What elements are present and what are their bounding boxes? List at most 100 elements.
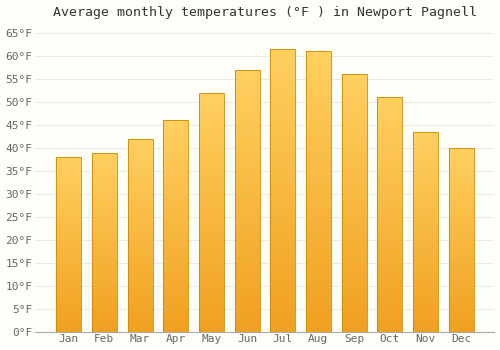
Bar [128,187,152,189]
Bar [234,279,260,282]
Bar [128,271,152,274]
Bar [56,166,81,168]
Bar [128,146,152,148]
Bar [128,170,152,173]
Bar [128,192,152,194]
Bar [378,103,402,106]
Bar [378,270,402,273]
Bar [163,274,188,276]
Bar [234,207,260,211]
Bar [56,318,81,321]
Bar [378,176,402,180]
Bar [163,187,188,189]
Bar [306,100,331,104]
Bar [163,268,188,271]
Bar [413,324,438,327]
Bar [163,165,188,168]
Bar [234,99,260,103]
Bar [163,250,188,252]
Bar [306,93,331,97]
Bar [128,276,152,279]
Bar [413,329,438,332]
Bar [342,235,366,238]
Bar [378,165,402,168]
Bar [199,311,224,314]
Bar [234,224,260,227]
Bar [234,273,260,276]
Bar [378,276,402,279]
Bar [306,121,331,125]
Bar [56,201,81,203]
Bar [413,284,438,287]
Bar [234,270,260,273]
Bar [342,322,366,325]
Bar [56,323,81,325]
Bar [342,296,366,300]
Bar [128,295,152,298]
Bar [448,251,473,253]
Bar [413,182,438,184]
Bar [56,179,81,181]
Bar [56,292,81,295]
Bar [413,134,438,137]
Bar [342,222,366,225]
Bar [163,292,188,295]
Bar [413,267,438,269]
Bar [163,231,188,234]
Bar [199,272,224,275]
Bar [128,180,152,182]
Bar [378,159,402,162]
Bar [163,213,188,216]
Bar [270,84,295,88]
Bar [306,146,331,149]
Bar [448,329,473,332]
Bar [270,106,295,109]
Bar [270,215,295,219]
Bar [448,286,473,288]
Bar [92,211,117,213]
Bar [234,246,260,250]
Bar [199,299,224,302]
Bar [56,186,81,188]
Bar [234,233,260,237]
Bar [128,139,152,332]
Bar [413,314,438,317]
Bar [56,325,81,327]
Bar [448,173,473,175]
Bar [342,122,366,126]
Bar [128,216,152,218]
Bar [378,305,402,308]
Bar [92,204,117,206]
Bar [413,319,438,322]
Bar [342,241,366,245]
Bar [378,220,402,223]
Bar [306,58,331,62]
Bar [234,286,260,289]
Bar [163,247,188,250]
Bar [448,311,473,313]
Bar [342,91,366,94]
Bar [128,310,152,312]
Bar [413,159,438,162]
Bar [306,279,331,283]
Bar [342,203,366,206]
Bar [199,188,224,191]
Bar [270,166,295,169]
Bar [128,148,152,151]
Bar [56,203,81,205]
Bar [448,253,473,256]
Bar [199,170,224,173]
Bar [448,222,473,224]
Bar [92,289,117,291]
Bar [342,216,366,219]
Bar [163,239,188,242]
Bar [378,232,402,235]
Bar [128,298,152,300]
Bar [306,223,331,226]
Bar [234,152,260,155]
Bar [413,179,438,182]
Bar [413,204,438,207]
Bar [128,206,152,209]
Bar [128,312,152,315]
Bar [448,247,473,249]
